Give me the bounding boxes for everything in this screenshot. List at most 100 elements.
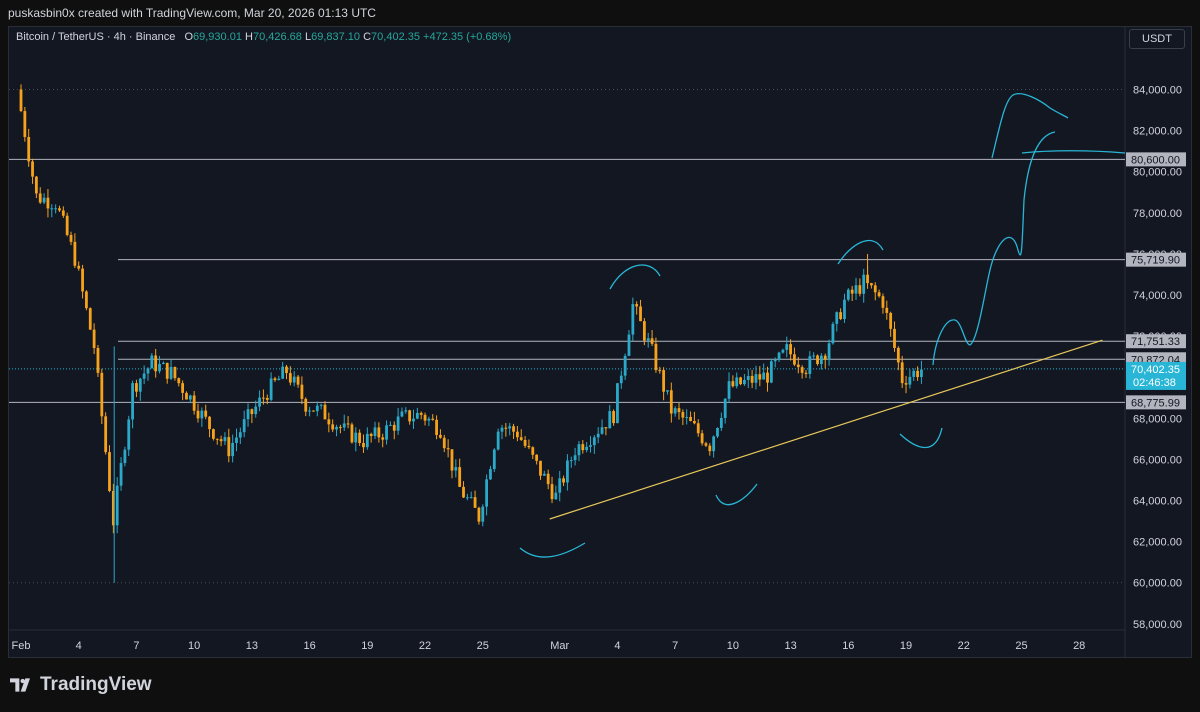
hand-drawn-annotation[interactable]	[991, 93, 1069, 159]
x-tick-label: 19	[900, 640, 912, 652]
attribution-text: puskasbin0x created with TradingView.com…	[8, 6, 376, 20]
candle-up	[412, 418, 415, 422]
hand-drawn-annotation[interactable]	[609, 264, 661, 290]
candle-up	[146, 368, 150, 374]
tradingview-icon	[10, 678, 30, 692]
candle-down	[731, 381, 735, 387]
candle-up	[489, 469, 492, 480]
y-tick-label: 78,000.00	[1133, 208, 1182, 220]
hand-drawn-annotation[interactable]	[899, 427, 943, 449]
candle-down	[681, 412, 685, 418]
x-tick-label: 10	[188, 640, 200, 652]
candle-up	[608, 411, 612, 429]
candle-down	[219, 439, 223, 442]
x-tick-label: 7	[133, 640, 139, 652]
x-tick-label: Feb	[12, 640, 31, 652]
candle-down	[435, 419, 438, 435]
candle-up	[269, 378, 273, 400]
candle-down	[696, 423, 700, 434]
candle-down	[700, 433, 704, 444]
candle-down	[227, 437, 231, 457]
candle-up	[200, 410, 204, 419]
candle-down	[177, 378, 181, 384]
candle-up	[277, 378, 281, 381]
candle-up	[223, 437, 227, 442]
current-price-tag	[1126, 361, 1186, 390]
candle-down	[46, 197, 50, 209]
high-value: 70,426.68	[252, 31, 302, 43]
candle-up	[158, 363, 161, 372]
tradingview-logo[interactable]: TradingView	[10, 674, 152, 696]
chart-panel[interactable]	[8, 26, 1192, 658]
candle-up	[631, 304, 635, 335]
candle-up	[666, 390, 669, 392]
candle-up	[627, 334, 631, 356]
y-tick-label: 84,000.00	[1133, 85, 1182, 97]
hand-drawn-annotation[interactable]	[715, 483, 758, 506]
candle-up	[600, 427, 604, 434]
x-tick-label: 13	[784, 640, 796, 652]
candle-down	[350, 424, 354, 443]
candle-up	[188, 395, 192, 400]
candle-up	[42, 197, 46, 203]
y-tick-label: 74,000.00	[1133, 290, 1182, 302]
x-tick-label: 22	[958, 640, 970, 652]
candle-up	[542, 473, 546, 476]
candle-up	[585, 446, 589, 451]
candle-down	[369, 433, 373, 437]
candle-up	[150, 355, 154, 369]
candle-up	[427, 418, 431, 421]
candle-down	[839, 312, 843, 320]
candle-down	[446, 448, 450, 450]
hand-drawn-annotation[interactable]	[1021, 150, 1126, 154]
candle-down	[473, 497, 477, 508]
x-tick-label: 4	[76, 640, 82, 652]
candle-down	[69, 234, 73, 242]
candle-up	[808, 356, 812, 374]
close-key: C	[363, 31, 372, 43]
candle-down	[423, 414, 427, 421]
candle-up	[592, 437, 596, 446]
candle-down	[885, 307, 889, 313]
candle-up	[354, 432, 358, 443]
candle-down	[77, 265, 81, 269]
x-tick-label: 16	[842, 640, 854, 652]
candle-down	[31, 161, 34, 177]
candle-down	[639, 306, 642, 322]
close-value: 70,402.35	[371, 31, 420, 43]
candle-down	[96, 347, 100, 373]
x-tick-label: 10	[727, 640, 739, 652]
x-tick-label: 16	[303, 640, 315, 652]
candle-up	[912, 370, 916, 377]
candle-down	[693, 421, 696, 424]
currency-button[interactable]: USDT	[1129, 29, 1185, 49]
candle-down	[739, 377, 742, 385]
candle-down	[419, 412, 423, 415]
x-tick-label: 25	[1015, 640, 1027, 652]
low-value: 69,837.10	[311, 31, 361, 43]
candle-up	[769, 361, 773, 383]
candle-up	[415, 412, 419, 419]
candle-down	[642, 321, 646, 341]
y-tick-label: 58,000.00	[1133, 619, 1182, 631]
candle-up	[577, 444, 581, 456]
candle-up	[754, 374, 758, 383]
hand-drawn-annotation[interactable]	[932, 131, 1056, 366]
candle-up	[785, 344, 789, 350]
candle-down	[889, 312, 893, 329]
hand-drawn-annotation[interactable]	[519, 542, 586, 558]
candle-down	[550, 484, 554, 500]
candle-down	[362, 442, 365, 448]
y-tick-label: 68,000.00	[1133, 413, 1182, 425]
candle-down	[870, 283, 873, 286]
candle-down	[442, 437, 446, 449]
candle-up	[115, 485, 119, 526]
candle-down	[462, 486, 465, 498]
hand-drawn-annotation[interactable]	[837, 239, 884, 265]
ascending-trendline[interactable]	[549, 339, 1103, 520]
candle-up	[777, 352, 781, 360]
candle-down	[204, 410, 208, 417]
candle-up	[831, 323, 835, 344]
candle-up	[812, 355, 816, 357]
